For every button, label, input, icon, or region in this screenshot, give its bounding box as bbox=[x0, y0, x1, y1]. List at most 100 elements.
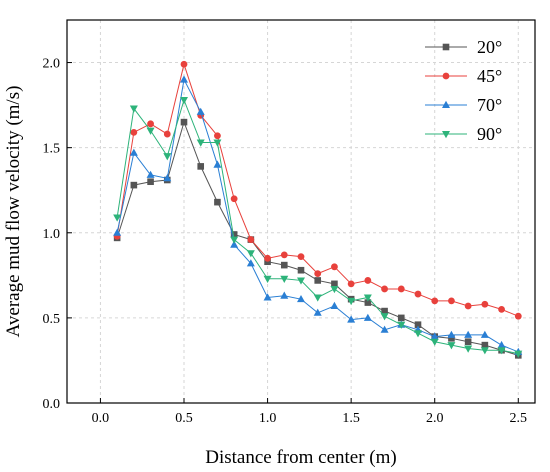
data-point bbox=[497, 340, 506, 349]
data-point bbox=[214, 198, 221, 206]
y-tick-label: 0.5 bbox=[43, 312, 61, 327]
data-point bbox=[314, 277, 322, 284]
data-point bbox=[347, 315, 356, 323]
data-point bbox=[314, 270, 322, 278]
data-point bbox=[497, 347, 506, 355]
data-point bbox=[464, 330, 473, 338]
data-point bbox=[263, 293, 272, 301]
legend-label: 20° bbox=[477, 37, 502, 57]
legend-marker bbox=[442, 131, 450, 139]
data-point bbox=[380, 313, 389, 321]
data-point bbox=[481, 300, 489, 308]
data-point bbox=[163, 130, 171, 138]
data-point bbox=[363, 313, 372, 321]
x-tick-label: 1.5 bbox=[342, 411, 360, 426]
data-point bbox=[481, 341, 489, 349]
data-point bbox=[280, 251, 288, 259]
legend-label: 70° bbox=[477, 95, 502, 115]
data-point bbox=[213, 160, 222, 168]
data-point bbox=[280, 291, 289, 299]
data-point bbox=[147, 120, 154, 128]
x-tick-label: 0.5 bbox=[175, 411, 193, 426]
data-point bbox=[464, 338, 472, 346]
ticks: 0.0 0.5 1.0 1.5 2.0 2.5 0.0 0.5 1.0 1.5 2.0 bbox=[43, 57, 528, 426]
data-point bbox=[313, 308, 322, 316]
data-point bbox=[180, 60, 188, 68]
data-point bbox=[330, 285, 339, 294]
data-point bbox=[347, 297, 356, 306]
data-point bbox=[180, 75, 188, 83]
data-point bbox=[180, 118, 188, 126]
data-point bbox=[297, 253, 305, 261]
data-point bbox=[430, 332, 439, 340]
data-point bbox=[230, 236, 239, 244]
data-point bbox=[331, 263, 338, 271]
series-4 bbox=[113, 97, 523, 358]
data-point bbox=[297, 277, 305, 285]
data-point bbox=[447, 342, 456, 350]
data-point bbox=[448, 335, 455, 342]
data-point bbox=[247, 236, 255, 243]
data-point bbox=[214, 132, 221, 140]
data-point bbox=[363, 294, 372, 302]
data-point bbox=[180, 97, 188, 105]
legend-item: 70° bbox=[425, 95, 502, 115]
data-point bbox=[498, 305, 505, 313]
y-tick-label: 0.0 bbox=[43, 397, 61, 412]
x-tick-label: 0.0 bbox=[92, 411, 110, 426]
data-point bbox=[129, 148, 138, 156]
data-point bbox=[297, 294, 305, 303]
data-point bbox=[364, 277, 372, 284]
series-1 bbox=[113, 118, 522, 359]
data-point bbox=[113, 228, 122, 236]
data-point bbox=[414, 330, 422, 338]
legend-marker bbox=[442, 43, 450, 51]
data-point bbox=[464, 345, 473, 353]
legend-label: 90° bbox=[477, 124, 502, 144]
data-point bbox=[113, 214, 122, 222]
series-3 bbox=[113, 75, 523, 355]
y-tick-label: 2.0 bbox=[43, 57, 61, 72]
data-point bbox=[246, 250, 255, 258]
data-point bbox=[197, 163, 205, 170]
data-point bbox=[297, 266, 305, 274]
data-point bbox=[514, 350, 523, 358]
data-point bbox=[431, 297, 439, 305]
data-point bbox=[331, 280, 338, 288]
data-point bbox=[381, 285, 388, 293]
data-point bbox=[264, 254, 271, 262]
data-point bbox=[163, 174, 172, 182]
data-point bbox=[146, 127, 155, 135]
plot-frame bbox=[66, 19, 536, 404]
data-point bbox=[414, 321, 422, 328]
legend-marker bbox=[442, 100, 450, 108]
y-axis-title: Average mud flow velocity (m/s) bbox=[3, 86, 24, 338]
data-point bbox=[146, 170, 155, 178]
data-point bbox=[414, 290, 422, 298]
data-point bbox=[480, 347, 489, 355]
data-point bbox=[246, 259, 255, 267]
data-point bbox=[230, 231, 238, 238]
data-point bbox=[347, 280, 355, 288]
data-point bbox=[397, 285, 405, 293]
x-axis-title: Distance from center (m) bbox=[205, 447, 397, 468]
legend-item: 20° bbox=[425, 37, 502, 57]
data-point bbox=[147, 178, 154, 186]
data-point bbox=[464, 302, 472, 310]
data-point bbox=[129, 105, 138, 113]
legend: 20° 45° 70° 90° bbox=[425, 37, 502, 144]
data-point bbox=[130, 181, 138, 189]
y-tick-label: 1.5 bbox=[43, 142, 61, 157]
legend-marker bbox=[442, 72, 450, 80]
data-point bbox=[330, 301, 339, 309]
legend-label: 45° bbox=[477, 66, 502, 86]
data-point bbox=[397, 314, 405, 322]
legend-item: 45° bbox=[425, 66, 502, 86]
data-point bbox=[264, 258, 271, 266]
x-tick-label: 2.0 bbox=[426, 411, 444, 426]
data-point bbox=[230, 240, 239, 248]
data-point bbox=[130, 128, 138, 136]
data-point bbox=[364, 299, 372, 306]
x-tick-label: 1.0 bbox=[259, 411, 277, 426]
data-point bbox=[313, 294, 322, 302]
